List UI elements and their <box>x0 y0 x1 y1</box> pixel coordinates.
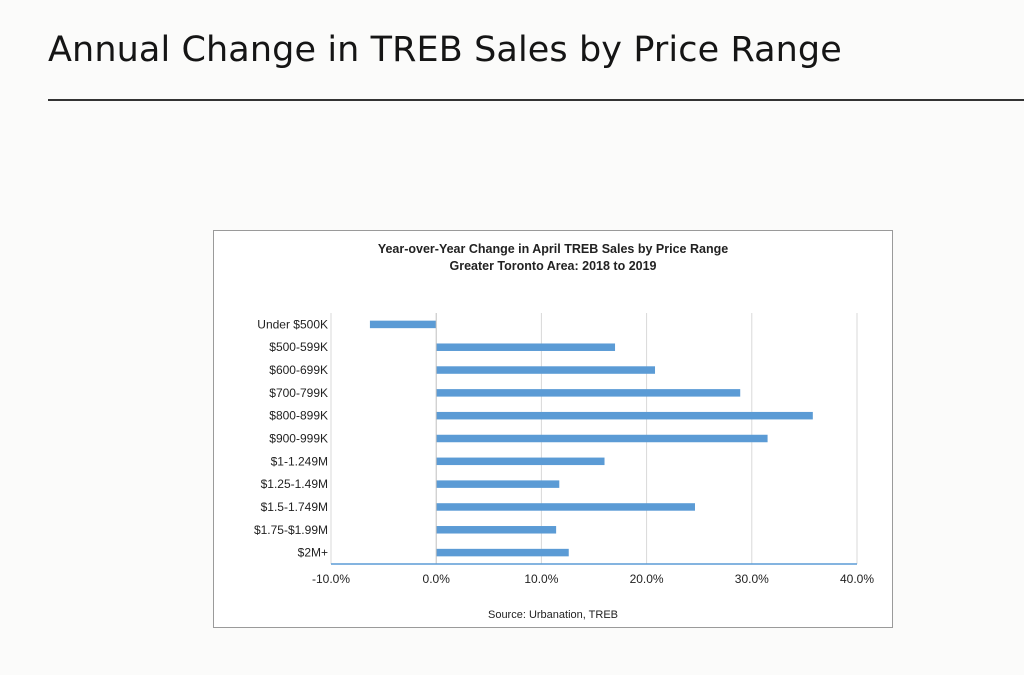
bar <box>436 366 656 374</box>
category-label: $500-599K <box>269 340 328 354</box>
title-divider <box>48 99 1024 101</box>
bar <box>436 434 768 443</box>
bar <box>436 548 569 557</box>
category-label: $900-999K <box>269 432 328 446</box>
x-tick-label: -10.0% <box>312 572 350 586</box>
category-label: $1.25-1.49M <box>261 477 328 491</box>
category-label: $600-699K <box>269 363 328 377</box>
page-title: Annual Change in TREB Sales by Price Ran… <box>48 30 842 70</box>
category-label: $1.75-$1.99M <box>254 523 328 537</box>
chart-subtitle: Greater Toronto Area: 2018 to 2019 <box>449 259 657 273</box>
x-tick-label: 10.0% <box>524 572 558 586</box>
bar-chart: Under $500K $500-599K $600-699K $700-799K $8… <box>254 313 874 586</box>
bar <box>436 343 616 351</box>
bar <box>436 503 695 511</box>
x-tick-label: 30.0% <box>735 572 769 586</box>
chart-panel: Year-over-Year Change in April TREB Sale… <box>213 230 893 628</box>
category-label: $800-899K <box>269 409 328 423</box>
category-label: Under $500K <box>257 317 328 331</box>
chart-source: Source: Urbanation, TREB <box>487 609 619 621</box>
x-tick-label: 0.0% <box>423 572 451 586</box>
category-label: $700-799K <box>269 386 328 400</box>
bar <box>436 526 557 534</box>
bar <box>436 389 741 397</box>
category-label: $2M+ <box>298 546 328 560</box>
chart-title: Year-over-Year Change in April TREB Sale… <box>377 242 729 256</box>
x-tick-label: 40.0% <box>840 572 874 586</box>
bar <box>436 480 560 488</box>
category-label: $1-1.249M <box>271 454 328 468</box>
category-label: $1.5-1.749M <box>261 500 328 514</box>
bar <box>369 320 437 329</box>
bar <box>436 411 813 420</box>
x-tick-label: 20.0% <box>630 572 664 586</box>
bar <box>436 457 605 466</box>
